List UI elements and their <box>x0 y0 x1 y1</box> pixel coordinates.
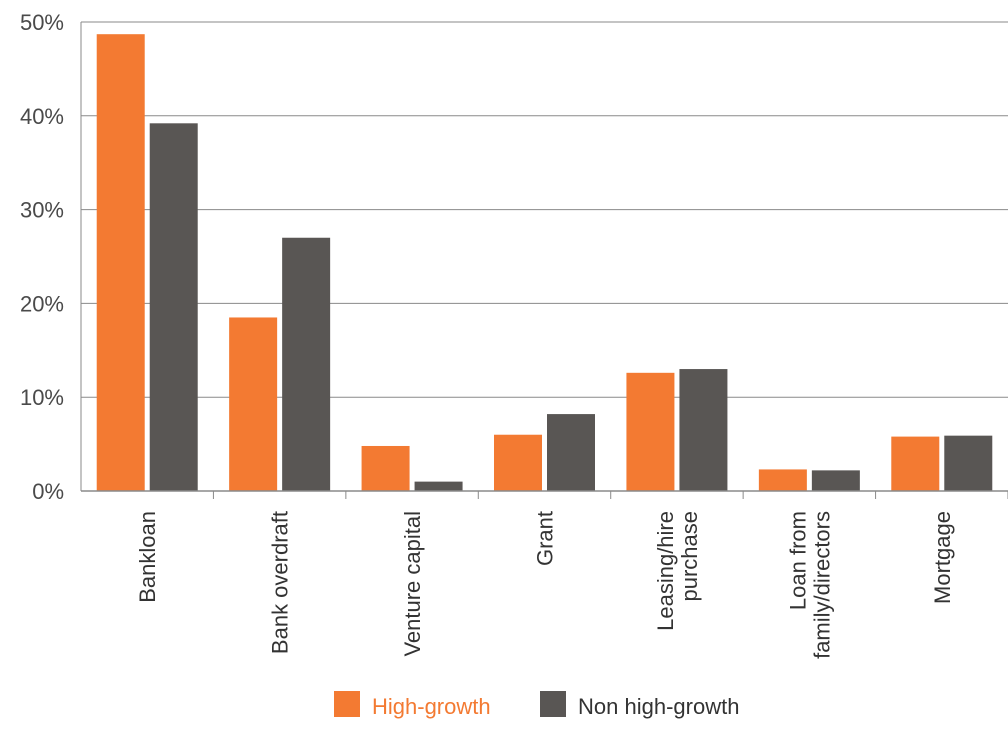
y-tick-label: 20% <box>20 291 64 316</box>
bar <box>282 237 331 491</box>
bar <box>758 469 807 491</box>
bar <box>626 372 675 491</box>
x-category-label-line: Grant <box>533 511 558 566</box>
x-category-label-line: family/directors <box>809 511 834 659</box>
x-category-label-line: Mortgage <box>930 511 955 604</box>
bar <box>96 34 145 491</box>
x-category-label-line: Venture capital <box>400 511 425 657</box>
bar <box>891 436 940 491</box>
legend-swatch <box>540 691 566 717</box>
legend-label: Non high-growth <box>578 694 739 719</box>
bar <box>229 317 278 491</box>
x-category-label-line: Loan from <box>785 511 810 610</box>
x-category-label: Bankloan <box>135 511 160 603</box>
y-tick-label: 30% <box>20 198 64 223</box>
y-tick-label: 10% <box>20 385 64 410</box>
y-tick-label: 50% <box>20 10 64 35</box>
legend-label: High-growth <box>372 694 491 719</box>
bar <box>149 123 198 491</box>
x-category-label-line: Leasing/hire <box>653 511 678 631</box>
x-category-label: Grant <box>533 511 558 566</box>
x-category-label: Leasing/hirepurchase <box>653 511 702 631</box>
x-category-label: Mortgage <box>930 511 955 604</box>
bar <box>944 435 993 491</box>
bar <box>811 470 860 491</box>
bar <box>414 481 463 491</box>
x-category-label: Loan fromfamily/directors <box>785 511 834 659</box>
x-category-label: Venture capital <box>400 511 425 657</box>
y-tick-label: 40% <box>20 104 64 129</box>
legend-swatch <box>334 691 360 717</box>
bar <box>547 414 595 491</box>
bar <box>679 369 728 491</box>
y-tick-label: 0% <box>32 479 64 504</box>
x-category-label-line: purchase <box>677 511 702 602</box>
bar <box>494 434 542 491</box>
x-category-label: Bank overdraft <box>268 511 293 654</box>
x-category-label-line: Bank overdraft <box>268 511 293 654</box>
x-category-label-line: Bankloan <box>135 511 160 603</box>
bar <box>361 445 410 491</box>
